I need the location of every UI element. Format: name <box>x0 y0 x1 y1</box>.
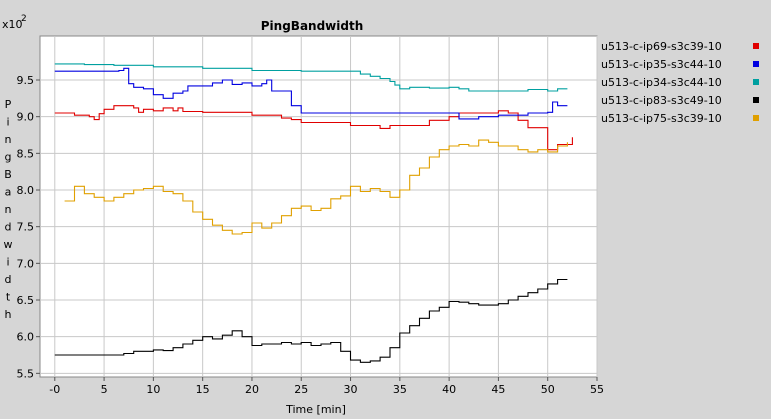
y-tick-label: 7.0 <box>17 257 35 270</box>
legend-swatch <box>753 79 759 85</box>
x-tick-label: 25 <box>294 383 308 396</box>
y-tick-label: 6.0 <box>17 331 35 344</box>
chart-title: PingBandwidth <box>261 19 364 33</box>
x-tick-label: 50 <box>541 383 555 396</box>
y-tick-label: 6.5 <box>17 294 35 307</box>
legend-swatch <box>753 97 759 103</box>
x-tick-label: 10 <box>146 383 160 396</box>
x-tick-label: -0 <box>49 383 60 396</box>
y-axis-ticks: 5.5 6.0 6.5 7.0 7.5 8.0 8.5 9.0 9.5 <box>17 74 40 380</box>
y-tick-label: 8.0 <box>17 184 35 197</box>
x-tick-label: 20 <box>245 383 259 396</box>
y-tick-label: 7.5 <box>17 221 35 234</box>
x-tick-label: 15 <box>196 383 210 396</box>
series-line <box>64 139 568 235</box>
series-line <box>54 278 568 363</box>
y-tick-label: 5.5 <box>17 367 35 380</box>
x-tick-label: 45 <box>491 383 505 396</box>
legend-entry-label: u513-c-ip34-s3c44-10 <box>601 76 722 89</box>
legend: u513-c-ip69-s3c39-10 u513-c-ip35-s3c44-10… <box>601 40 759 125</box>
y-tick-label: 8.5 <box>17 147 35 160</box>
y-tick-label: 9.0 <box>17 111 35 124</box>
x-tick-label: 40 <box>442 383 456 396</box>
y-tick-label: 9.5 <box>17 74 35 87</box>
legend-entry-label: u513-c-ip35-s3c44-10 <box>601 58 722 71</box>
series-layer <box>54 63 573 363</box>
series-line <box>54 105 573 151</box>
series-line <box>54 63 568 92</box>
legend-swatch <box>753 115 759 121</box>
legend-entry-label: u513-c-ip69-s3c39-10 <box>601 40 722 53</box>
legend-swatch <box>753 61 759 67</box>
x-tick-label: 30 <box>344 383 358 396</box>
x-axis-ticks: -0 5 10 15 20 25 30 35 40 45 50 55 <box>49 377 604 396</box>
series-line <box>54 67 568 120</box>
x-tick-label: 35 <box>393 383 407 396</box>
y-multiplier-exponent: 2 <box>21 14 27 24</box>
x-axis-label: Time [min] <box>285 403 346 416</box>
legend-swatch <box>753 43 759 49</box>
x-tick-label: 5 <box>101 383 108 396</box>
y-multiplier: x10 2 <box>2 14 27 31</box>
plot-area <box>39 35 598 378</box>
x-tick-label: 55 <box>590 383 604 396</box>
y-multiplier-base: x10 <box>2 18 23 31</box>
legend-entry-label: u513-c-ip83-s3c49-10 <box>601 94 722 107</box>
legend-entry-label: u513-c-ip75-s3c39-10 <box>601 112 722 125</box>
